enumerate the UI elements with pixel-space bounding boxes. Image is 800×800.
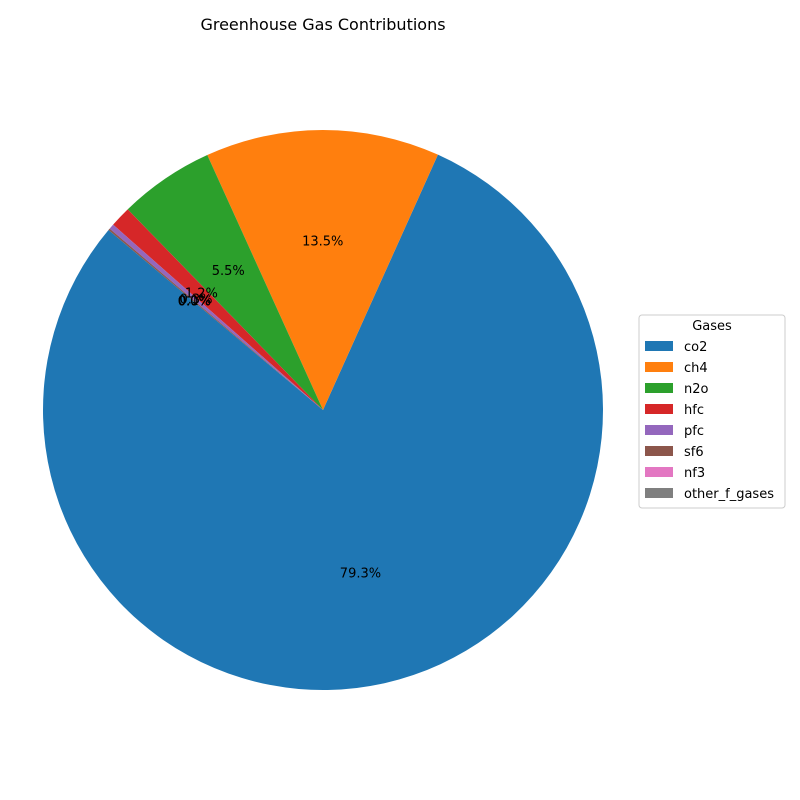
slice-hfc bbox=[113, 209, 324, 410]
legend-swatch-other-f-gases bbox=[645, 488, 673, 498]
legend-swatch-co2 bbox=[645, 341, 673, 351]
slice-n2o bbox=[127, 155, 324, 410]
legend-swatch-nf3 bbox=[645, 467, 673, 477]
legend-title: Gases bbox=[692, 319, 732, 334]
pie-slices bbox=[42, 130, 603, 690]
legend-swatch-pfc bbox=[645, 425, 673, 435]
legend-items: co2 ch4 n2o hfc pfc sf6 nf3 other_f_gases bbox=[645, 340, 774, 502]
legend-label-n2o: n2o bbox=[684, 382, 709, 397]
pct-label-other-f-gases: 0.0% bbox=[178, 295, 211, 310]
legend-box bbox=[638, 314, 786, 509]
chart-title: Greenhouse Gas Contributions bbox=[200, 15, 445, 34]
legend: Gases co2 ch4 n2o hfc pfc sf6 nf3 other_f_gases bbox=[638, 314, 786, 509]
pct-label-nf3: 0.0% bbox=[178, 295, 211, 310]
percentage-labels: 79.3%13.5%5.5%1.2%0.3%0.1%0.0%0.0% bbox=[178, 235, 381, 582]
legend-label-hfc: hfc bbox=[684, 403, 704, 418]
slice-co2 bbox=[42, 154, 603, 690]
pct-label-hfc: 1.2% bbox=[185, 287, 218, 302]
legend-label-other-f-gases: other_f_gases bbox=[684, 487, 774, 502]
legend-label-sf6: sf6 bbox=[684, 445, 704, 460]
slice-pfc bbox=[109, 224, 324, 410]
legend-label-pfc: pfc bbox=[684, 424, 704, 439]
legend-label-nf3: nf3 bbox=[684, 466, 705, 481]
pct-label-n2o: 5.5% bbox=[212, 264, 245, 279]
legend-swatch-sf6 bbox=[645, 446, 673, 456]
legend-swatch-n2o bbox=[645, 383, 673, 393]
legend-label-ch4: ch4 bbox=[684, 361, 708, 376]
legend-swatch-hfc bbox=[645, 404, 673, 414]
pct-label-pfc: 0.3% bbox=[180, 293, 213, 308]
legend-swatch-ch4 bbox=[645, 362, 673, 372]
pct-label-sf6: 0.1% bbox=[178, 294, 211, 309]
slice-sf6 bbox=[108, 228, 323, 410]
slice-ch4 bbox=[207, 130, 438, 411]
pct-label-co2: 79.3% bbox=[340, 566, 381, 581]
pct-label-ch4: 13.5% bbox=[302, 235, 343, 250]
legend-label-co2: co2 bbox=[684, 340, 707, 355]
